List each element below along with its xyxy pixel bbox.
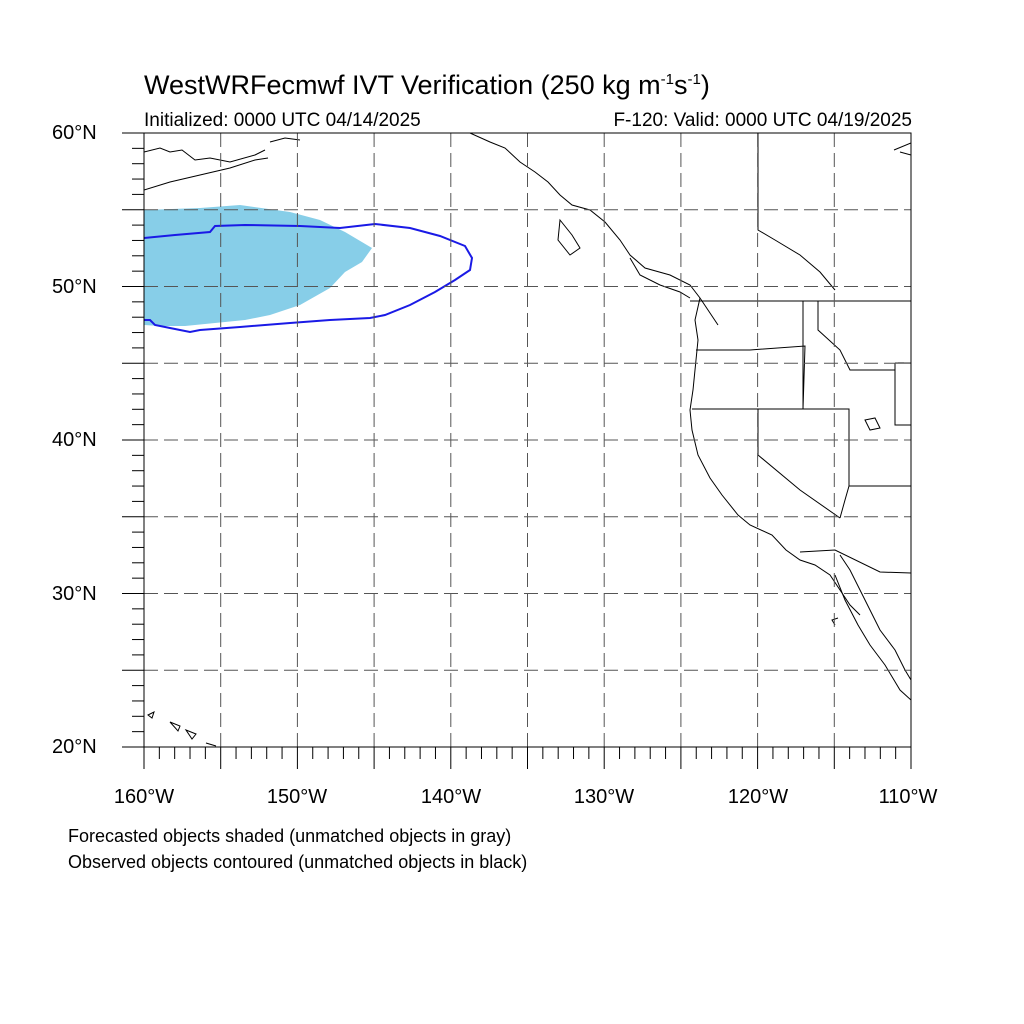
footnote-observed: Observed objects contoured (unmatched ob… (68, 852, 528, 872)
y-tick-label-60n: 60°N (52, 122, 97, 144)
x-tick-label-160w: 160°W (113, 786, 175, 808)
observed-object-contour (144, 222, 474, 334)
plot-frame (143, 132, 912, 748)
x-tick-label-110w: 110°W (878, 786, 938, 808)
y-tick-label-30n: 30°N (52, 583, 97, 605)
footnote-forecast: Forecasted objects shaded (unmatched obj… (68, 826, 512, 846)
coastlines (144, 133, 911, 747)
x-tick-label-120w: 120°W (727, 786, 789, 808)
initialized-label: Initialized: 0000 UTC 04/14/2025 (144, 110, 421, 131)
y-tick-label-50n: 50°N (52, 276, 97, 298)
x-tick-label-140w: 140°W (420, 786, 482, 808)
axis-ticks (122, 132, 912, 769)
y-tick-label-40n: 40°N (52, 429, 97, 451)
forecast-object-shading (144, 205, 372, 326)
lat-lon-grid (144, 133, 911, 747)
valid-time-label: F-120: Valid: 0000 UTC 04/19/2025 (613, 110, 912, 131)
map-title: WestWRFecmwf IVT Verification (250 kg m-… (144, 70, 710, 100)
y-tick-label-20n: 20°N (52, 736, 97, 758)
x-tick-label-130w: 130°W (573, 786, 635, 808)
x-tick-label-150w: 150°W (266, 786, 328, 808)
political-borders (690, 133, 911, 574)
